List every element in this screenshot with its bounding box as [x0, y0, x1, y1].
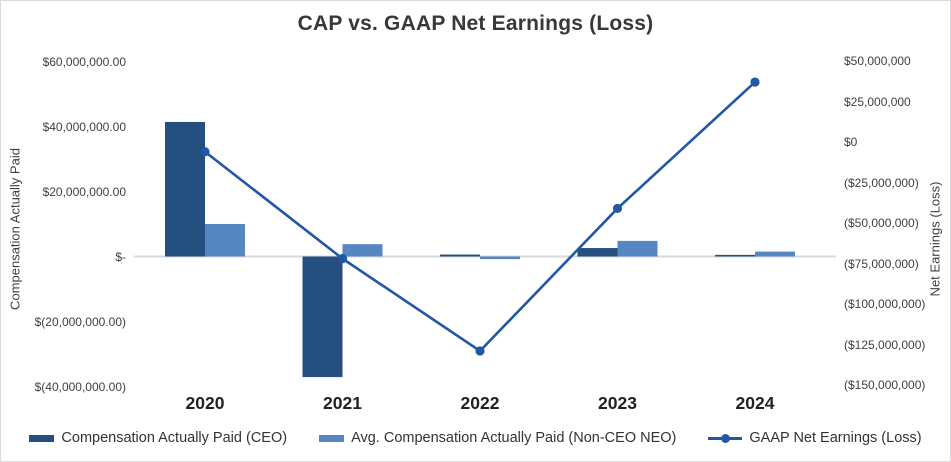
legend-item: Compensation Actually Paid (CEO): [29, 430, 287, 446]
left-axis-tick-label: $-: [115, 249, 126, 264]
bar-ceo-2023: [577, 248, 618, 257]
x-axis-label-2023: 2023: [598, 393, 637, 413]
legend-bar-swatch-icon: [319, 434, 345, 442]
right-axis-tick-label: $25,000,000: [844, 94, 911, 109]
left-axis-tick-label: $(20,000,000.00): [34, 314, 126, 329]
right-axis-tick-label: $50,000,000: [844, 54, 911, 68]
x-axis-label-2021: 2021: [323, 393, 362, 413]
x-axis-label-2022: 2022: [460, 393, 500, 413]
gaap-line: [204, 81, 756, 353]
bar-ceo-2022: [440, 254, 480, 257]
bar-ceo-2021: [302, 256, 343, 378]
line-marker-2020: [200, 147, 210, 157]
left-axis-tick-label: $20,000,000.00: [42, 184, 126, 199]
right-axis-tick-label: ($25,000,000): [844, 175, 919, 190]
x-axis-label-2024: 2024: [735, 393, 775, 413]
legend-item: Avg. Compensation Actually Paid (Non-CEO…: [319, 430, 676, 446]
left-axis-tick-label: $60,000,000.00: [42, 54, 126, 69]
bar-neo-2024: [755, 251, 795, 257]
legend: Compensation Actually Paid (CEO) Avg. Com…: [1, 430, 950, 446]
legend-line-marker-icon: [708, 433, 743, 443]
legend-label: Avg. Compensation Actually Paid (Non-CEO…: [351, 430, 677, 446]
line-marker-2021: [337, 254, 348, 264]
right-axis-tick-label: ($150,000,000): [844, 378, 926, 392]
left-axis-tick-label: $40,000,000.00: [42, 119, 126, 134]
left-axis-tick-label: $(40,000,000.00): [34, 379, 126, 394]
bar-ceo-2024: [715, 254, 755, 257]
bar-neo-2022: [480, 256, 520, 260]
x-axis-label-2020: 2020: [185, 393, 225, 413]
legend-item: GAAP Net Earnings (Loss): [708, 430, 922, 446]
bar-neo-2020: [205, 224, 245, 257]
bar-neo-2021: [342, 244, 383, 257]
right-axis-tick-label: ($75,000,000): [844, 256, 919, 271]
bar-ceo-2020: [165, 121, 205, 257]
legend-line-dot: [721, 434, 731, 443]
legend-label: Compensation Actually Paid (CEO): [61, 430, 288, 446]
line-marker-2024: [750, 77, 760, 87]
right-axis-tick-label: ($125,000,000): [844, 337, 926, 352]
right-axis-tick-label: ($100,000,000): [844, 297, 926, 311]
bar-neo-2023: [617, 240, 658, 257]
right-axis-tick-label: $0: [844, 135, 858, 149]
legend-bar-swatch-icon: [29, 434, 55, 442]
chart-title: CAP vs. GAAP Net Earnings (Loss): [297, 12, 654, 35]
line-marker-2023: [612, 203, 623, 214]
line-marker-2022: [475, 346, 485, 356]
right-axis-tick-label: ($50,000,000): [844, 216, 919, 230]
legend-label: GAAP Net Earnings (Loss): [749, 430, 922, 446]
